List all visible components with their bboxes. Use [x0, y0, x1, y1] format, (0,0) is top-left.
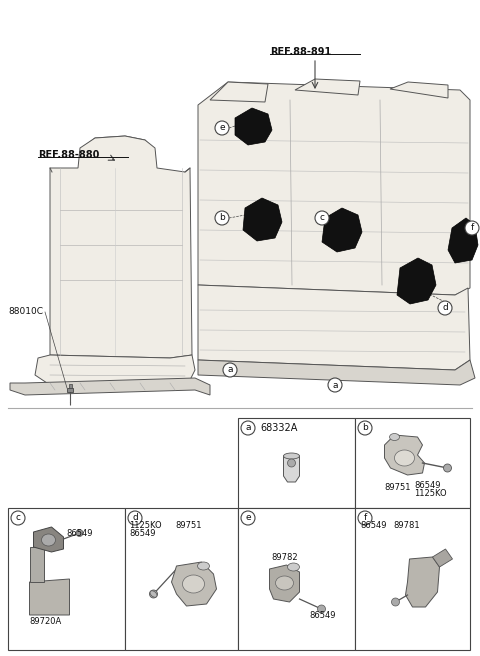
- Circle shape: [76, 529, 83, 537]
- Text: 88010C: 88010C: [8, 308, 43, 316]
- Polygon shape: [284, 456, 300, 482]
- Text: 89751: 89751: [384, 483, 411, 493]
- Ellipse shape: [276, 576, 293, 590]
- Polygon shape: [210, 82, 268, 102]
- Polygon shape: [80, 136, 155, 168]
- Circle shape: [223, 363, 237, 377]
- Polygon shape: [243, 198, 282, 241]
- Polygon shape: [34, 527, 63, 552]
- Circle shape: [328, 378, 342, 392]
- Circle shape: [358, 421, 372, 435]
- Circle shape: [241, 511, 255, 525]
- Circle shape: [392, 598, 399, 606]
- Polygon shape: [322, 208, 362, 252]
- Text: 86549: 86549: [129, 529, 156, 539]
- Polygon shape: [50, 136, 192, 358]
- Polygon shape: [35, 355, 195, 385]
- Ellipse shape: [395, 450, 415, 466]
- Bar: [238, 508, 355, 650]
- Text: 89781: 89781: [393, 522, 420, 531]
- Text: REF.88-880: REF.88-880: [38, 150, 99, 160]
- Bar: [238, 418, 355, 508]
- Polygon shape: [390, 82, 448, 98]
- Polygon shape: [448, 218, 478, 263]
- Text: e: e: [245, 514, 251, 522]
- Ellipse shape: [197, 562, 209, 570]
- Polygon shape: [29, 579, 70, 615]
- Text: c: c: [320, 213, 324, 222]
- Circle shape: [128, 511, 142, 525]
- Text: a: a: [227, 365, 233, 375]
- Circle shape: [215, 211, 229, 225]
- Text: 86549: 86549: [360, 522, 386, 531]
- Polygon shape: [397, 258, 436, 304]
- Bar: [8, 508, 125, 650]
- Ellipse shape: [150, 591, 157, 597]
- Text: 68332A: 68332A: [260, 423, 298, 433]
- Text: b: b: [362, 424, 368, 432]
- Ellipse shape: [182, 575, 204, 593]
- Polygon shape: [29, 547, 44, 582]
- Text: f: f: [363, 514, 367, 522]
- Circle shape: [358, 511, 372, 525]
- Circle shape: [438, 301, 452, 315]
- Polygon shape: [269, 565, 300, 602]
- Text: 86549: 86549: [310, 611, 336, 619]
- Ellipse shape: [284, 453, 300, 459]
- Circle shape: [444, 464, 452, 472]
- Text: d: d: [442, 304, 448, 312]
- Bar: [69, 384, 72, 388]
- Polygon shape: [384, 435, 424, 475]
- Polygon shape: [295, 79, 360, 95]
- Text: b: b: [219, 213, 225, 222]
- Circle shape: [288, 459, 296, 467]
- Polygon shape: [235, 108, 272, 145]
- Bar: [355, 418, 470, 508]
- Circle shape: [241, 421, 255, 435]
- Polygon shape: [10, 378, 210, 395]
- Ellipse shape: [389, 434, 399, 440]
- Text: 1125KO: 1125KO: [415, 489, 447, 497]
- Ellipse shape: [288, 563, 300, 571]
- Bar: [125, 508, 238, 650]
- Polygon shape: [198, 285, 470, 370]
- Text: c: c: [15, 514, 21, 522]
- Bar: [67, 388, 73, 392]
- Text: 89782: 89782: [272, 552, 298, 562]
- Circle shape: [215, 121, 229, 135]
- Polygon shape: [198, 82, 470, 295]
- Text: 89751: 89751: [175, 522, 202, 531]
- Polygon shape: [432, 549, 453, 567]
- Text: 1125KO: 1125KO: [129, 522, 162, 531]
- Text: d: d: [132, 514, 138, 522]
- Circle shape: [315, 211, 329, 225]
- Polygon shape: [171, 562, 216, 606]
- Circle shape: [149, 590, 157, 598]
- Text: a: a: [245, 424, 251, 432]
- Text: e: e: [219, 123, 225, 133]
- Polygon shape: [198, 360, 475, 385]
- Circle shape: [317, 605, 325, 613]
- Text: 89720A: 89720A: [29, 617, 62, 626]
- Polygon shape: [406, 557, 440, 607]
- Text: f: f: [470, 224, 474, 232]
- Circle shape: [465, 221, 479, 235]
- Ellipse shape: [41, 534, 56, 546]
- Text: REF.88-891: REF.88-891: [270, 47, 331, 57]
- Text: 86549: 86549: [415, 480, 441, 489]
- Text: a: a: [332, 380, 338, 390]
- Bar: [355, 508, 470, 650]
- Circle shape: [11, 511, 25, 525]
- Text: 86549: 86549: [67, 529, 93, 537]
